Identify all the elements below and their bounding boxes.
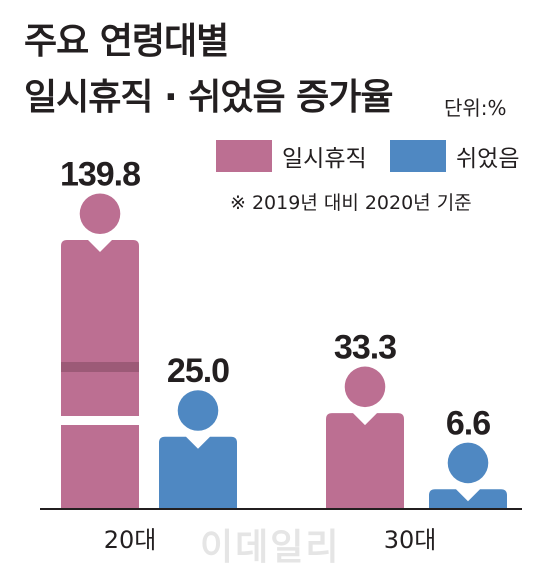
bar-1-0 [326, 366, 404, 508]
legend-swatch-rest [390, 140, 446, 172]
bar-0-0 [61, 193, 139, 508]
unit-label: 단위:% [444, 96, 507, 120]
chart-title-line2: 일시휴직 · 쉬었음 증가율 [24, 77, 393, 118]
data-label-1-1: 6.6 [446, 405, 490, 443]
bar-1-0-head [344, 366, 386, 408]
legend-label-rest: 쉬었음 [456, 146, 520, 172]
bar-0-0-break [61, 416, 139, 425]
bar-0-1-head [177, 390, 219, 431]
watermark: 이데일리 [200, 527, 341, 568]
chart-title-line1: 주요 연령대별 [24, 21, 229, 62]
bar-1-1-body [429, 489, 507, 508]
bar-1-1-head [447, 442, 489, 484]
chart-note: ※ 2019년 대비 2020년 기준 [230, 192, 472, 214]
bar-1-1 [429, 442, 507, 508]
bar-1-0-body [326, 413, 404, 508]
data-label-1-0: 33.3 [334, 329, 396, 367]
bar-0-0-shade [61, 362, 139, 372]
legend-swatch-temporary-leave [216, 140, 272, 172]
category-label-1: 30대 [384, 526, 437, 554]
bar-0-0-head [79, 193, 121, 234]
data-label-0-0: 139.8 [60, 155, 140, 193]
bar-0-0-body [61, 240, 139, 508]
category-label-0: 20대 [104, 526, 157, 554]
bar-0-1-body [159, 436, 237, 508]
data-label-0-1: 25.0 [167, 352, 229, 390]
legend-item-rest: 쉬었음 [390, 140, 519, 172]
legend-item-temporary-leave: 일시휴직 [216, 140, 367, 172]
legend-label-temporary-leave: 일시휴직 [282, 146, 367, 172]
bar-0-1 [159, 390, 237, 508]
